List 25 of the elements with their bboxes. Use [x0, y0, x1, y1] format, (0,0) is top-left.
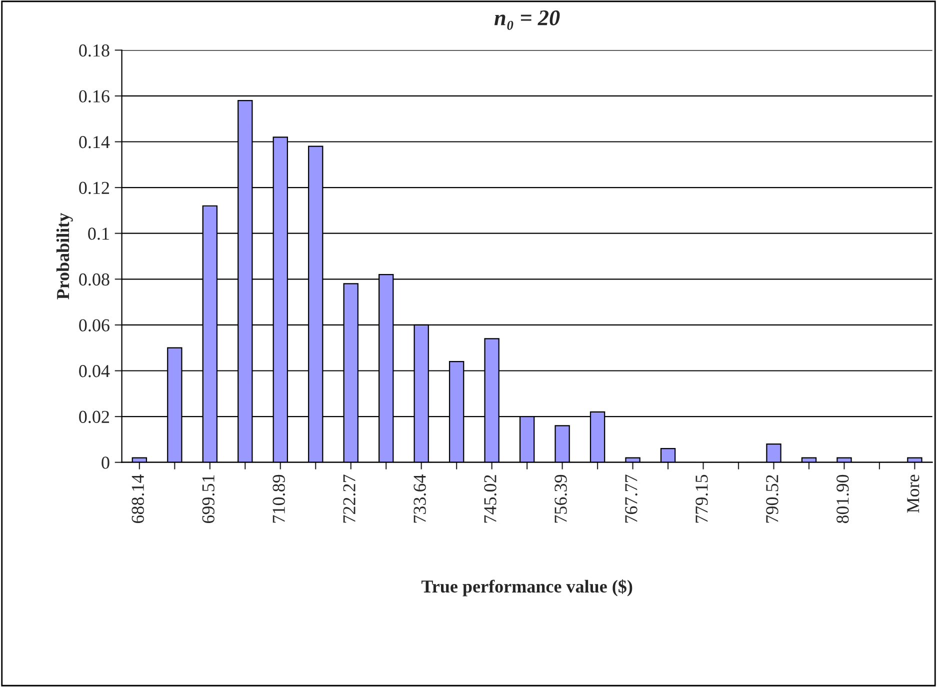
y-tick-label: 0.06 — [79, 319, 110, 332]
y-tick-label: 0.08 — [79, 273, 110, 286]
x-tick-label: 779.15 — [696, 474, 708, 523]
x-tick-label: 756.39 — [554, 474, 567, 523]
y-tick-label: 0.04 — [79, 365, 110, 378]
y-tick-label: 0.12 — [79, 182, 110, 194]
y-tick-label: 0.16 — [79, 90, 110, 102]
x-tick-label: 699.51 — [202, 475, 215, 524]
y-tick-label: 0.1 — [88, 228, 109, 240]
x-tick-label: 722.27 — [343, 474, 356, 523]
x-tick-label: 790.52 — [766, 475, 778, 523]
chart-title: n₀ = 20 — [494, 10, 560, 30]
y-tick-label: 0.14 — [79, 136, 110, 148]
x-tick-label: 801.90 — [836, 474, 849, 524]
y-tick-label: 0.02 — [79, 410, 110, 424]
y-tick-label: 0 — [102, 456, 110, 469]
x-axis-title: True performance value ($) — [421, 579, 632, 596]
x-tick-label: 710.89 — [272, 474, 285, 523]
y-tick-label: 0.18 — [79, 44, 110, 57]
x-tick-label: 733.64 — [414, 474, 426, 523]
x-tick-label: 688.14 — [132, 474, 144, 524]
y-axis-title: Probability — [56, 212, 73, 300]
x-tick-label: 767.77 — [625, 474, 638, 523]
x-tick-label: 745.02 — [484, 475, 496, 523]
x-tick-label: More — [907, 474, 920, 513]
